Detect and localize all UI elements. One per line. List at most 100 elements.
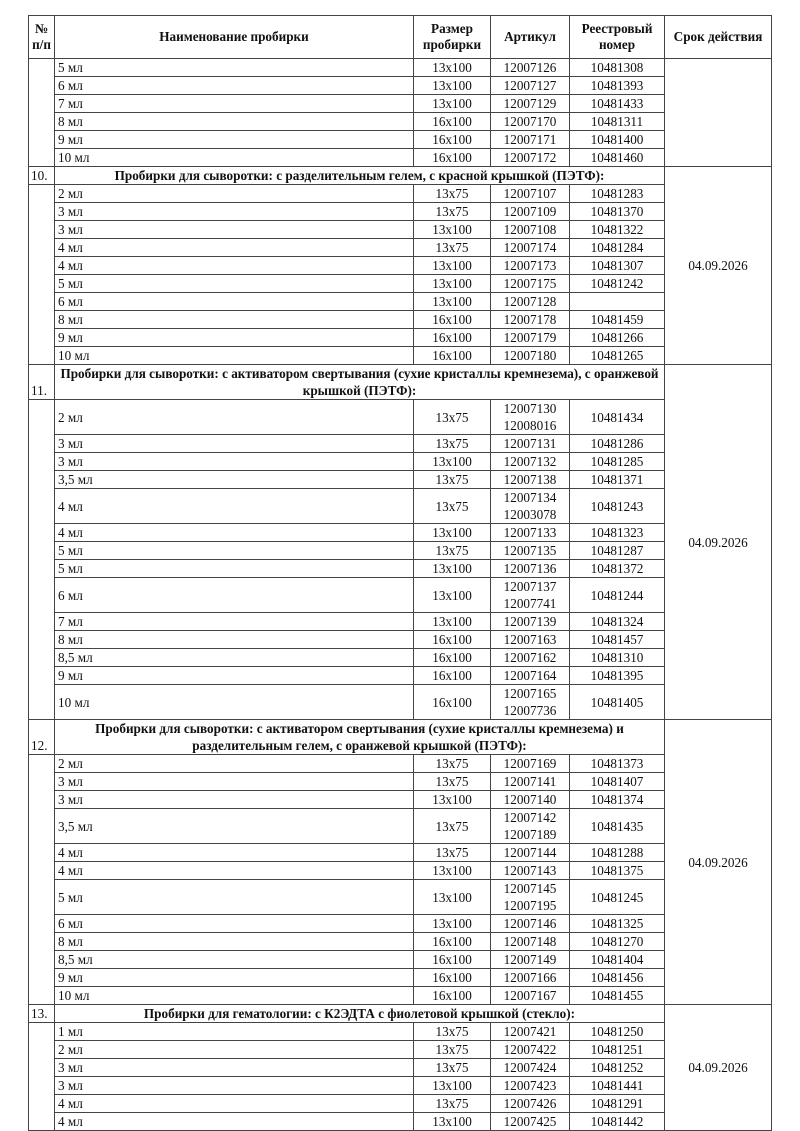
table-row: 9 мл 16x100 12007179 10481266 <box>29 328 772 347</box>
tube-size: 13x75 <box>413 772 491 791</box>
article-number: 12007175 <box>503 276 557 291</box>
tube-size: 16x100 <box>413 630 491 649</box>
table-row: 6 мл 13x100 12007128 <box>29 292 772 311</box>
tube-size: 13x100 <box>413 612 491 631</box>
registry-number: 10481435 <box>569 808 665 844</box>
tube-name: 5 мл <box>54 879 414 915</box>
table-row: 10 мл 16x100 12007172 10481460 <box>29 148 772 167</box>
tube-name: 3 мл <box>54 790 414 809</box>
tube-article: 12007424 <box>490 1058 570 1077</box>
article-number: 12007128 <box>503 294 557 309</box>
tube-size: 13x100 <box>413 58 491 77</box>
tube-size: 16x100 <box>413 310 491 329</box>
article-number: 12007109 <box>503 204 557 219</box>
section-number: 11. <box>28 364 55 400</box>
registry-number: 10481284 <box>569 238 665 257</box>
tube-size: 16x100 <box>413 986 491 1005</box>
registry-number: 10481270 <box>569 932 665 951</box>
section-header-row: 10. Пробирки для сыворотки: с разделитель… <box>28 166 772 365</box>
tube-size: 13x100 <box>413 790 491 809</box>
validity-date: 04.09.2026 <box>664 166 772 365</box>
tube-article: 12007162 <box>490 648 570 667</box>
registry-number: 10481285 <box>569 452 665 471</box>
registry-number: 10481404 <box>569 950 665 969</box>
article-number: 12007107 <box>503 186 557 201</box>
registry-number: 10481251 <box>569 1040 665 1059</box>
registry-number: 10481441 <box>569 1076 665 1095</box>
tube-size: 13x75 <box>413 1022 491 1041</box>
table-row: 5 мл 13x100 12007136 10481372 <box>29 559 772 578</box>
table-row: 3 мл 13x100 12007108 10481322 <box>29 220 772 239</box>
tube-size: 16x100 <box>413 684 491 720</box>
tube-size: 13x75 <box>413 399 491 435</box>
tube-size: 13x100 <box>413 292 491 311</box>
tube-size: 13x75 <box>413 434 491 453</box>
article-number: 12007144 <box>503 845 557 860</box>
registry-number: 10481457 <box>569 630 665 649</box>
article-number: 12007162 <box>503 650 557 665</box>
tube-name: 9 мл <box>54 666 414 685</box>
tube-article: 12007165 12007736 <box>490 684 570 720</box>
tube-name: 2 мл <box>54 184 414 203</box>
table-row: 4 мл 13x100 12007173 10481307 <box>29 256 772 275</box>
article-number: 12007145 <box>503 881 557 896</box>
tube-name: 3 мл <box>54 1076 414 1095</box>
tube-name: 4 мл <box>54 256 414 275</box>
tube-name: 6 мл <box>54 76 414 95</box>
empty-num-cell <box>28 58 55 167</box>
tube-article: 12007134 12003078 <box>490 488 570 524</box>
tube-size: 13x100 <box>413 914 491 933</box>
table-row: 3 мл 13x100 12007140 10481374 <box>29 790 772 809</box>
article-number: 12007127 <box>503 78 557 93</box>
article-number: 12007173 <box>503 258 557 273</box>
section-number: 12. <box>28 719 55 755</box>
tube-name: 10 мл <box>54 148 414 167</box>
validity-date: 04.09.2026 <box>664 364 772 720</box>
header-size: Размер пробирки <box>413 15 491 59</box>
tube-name: 4 мл <box>54 843 414 862</box>
tube-name: 3 мл <box>54 452 414 471</box>
tube-name: 3,5 мл <box>54 808 414 844</box>
registry-number: 10481291 <box>569 1094 665 1113</box>
tube-name: 6 мл <box>54 914 414 933</box>
article-number: 12007174 <box>503 240 557 255</box>
article-number: 12007178 <box>503 312 557 327</box>
validity-date <box>664 58 772 167</box>
tube-name: 2 мл <box>54 1040 414 1059</box>
article-number: 12007140 <box>503 792 557 807</box>
table-row: 4 мл 13x100 12007133 10481323 <box>29 523 772 542</box>
table-row: 9 мл 16x100 12007171 10481400 <box>29 130 772 149</box>
table-row: 5 мл 13x100 12007126 10481308 <box>28 58 772 167</box>
registry-number: 10481324 <box>569 612 665 631</box>
tube-article: 12007137 12007741 <box>490 577 570 613</box>
article-number: 12007149 <box>503 952 557 967</box>
registry-number: 10481243 <box>569 488 665 524</box>
tube-name: 6 мл <box>54 292 414 311</box>
tubes-table: № п/п Наименование пробирки Размер проби… <box>28 15 772 1131</box>
tube-size: 13x75 <box>413 1094 491 1113</box>
tube-name: 4 мл <box>54 523 414 542</box>
tube-size: 13x100 <box>413 523 491 542</box>
registry-number: 10481371 <box>569 470 665 489</box>
registry-number: 10481250 <box>569 1022 665 1041</box>
tube-article: 12007130 12008016 <box>490 399 570 435</box>
tube-article: 12007144 <box>490 843 570 862</box>
tube-article: 12007175 <box>490 274 570 293</box>
tube-size: 13x75 <box>413 1040 491 1059</box>
registry-number <box>569 292 665 311</box>
tube-name: 8 мл <box>54 310 414 329</box>
tube-article: 12007141 <box>490 772 570 791</box>
tube-article: 12007169 <box>490 754 570 773</box>
header-row: № п/п Наименование пробирки Размер проби… <box>28 15 772 59</box>
table-row: 6 мл 13x100 12007146 10481325 <box>29 914 772 933</box>
tube-size: 16x100 <box>413 950 491 969</box>
tube-name: 8,5 мл <box>54 950 414 969</box>
tube-name: 3 мл <box>54 434 414 453</box>
tube-size: 13x100 <box>413 1112 491 1131</box>
table-row: 3 мл 13x100 12007423 10481441 <box>29 1076 772 1095</box>
registry-number: 10481374 <box>569 790 665 809</box>
article-number: 12007139 <box>503 614 557 629</box>
tube-article: 12007135 <box>490 541 570 560</box>
article-number: 12007135 <box>503 543 557 558</box>
tube-name: 9 мл <box>54 328 414 347</box>
